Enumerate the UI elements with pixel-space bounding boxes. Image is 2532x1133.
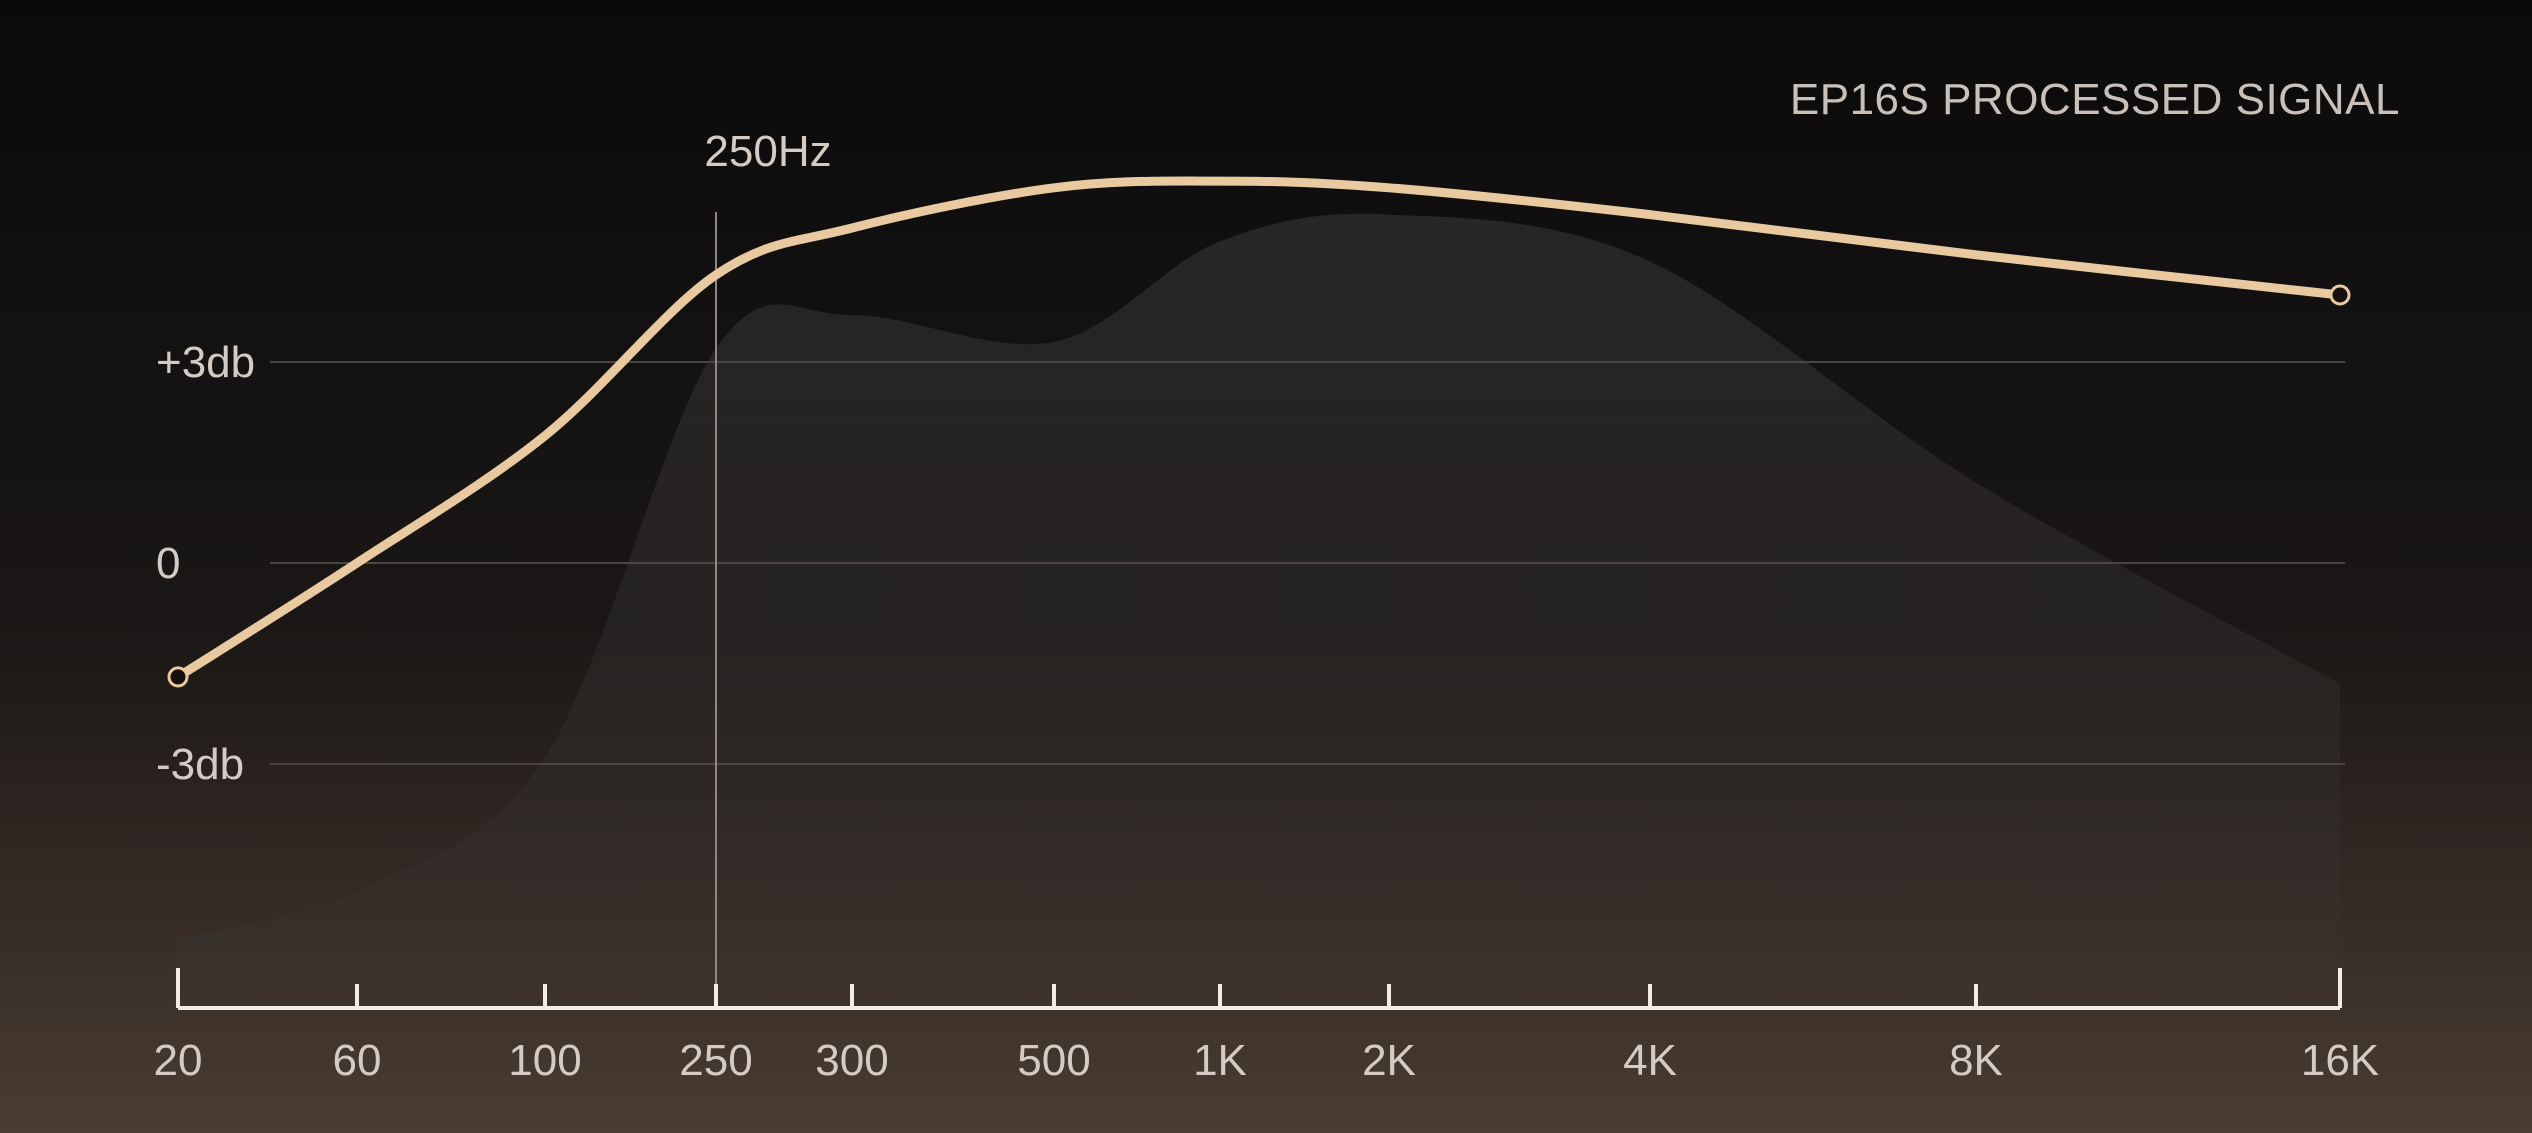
x-tick-label: 250 [679, 1036, 752, 1085]
x-tick-label: 2K [1362, 1036, 1416, 1085]
x-tick-label: 16K [2301, 1036, 2379, 1085]
x-tick-label: 500 [1017, 1036, 1090, 1085]
x-axis [176, 968, 2342, 1010]
x-tick-label: 20 [154, 1036, 203, 1085]
y-tick-label: -3db [156, 740, 244, 789]
x-tick-label: 100 [508, 1036, 581, 1085]
y-axis-labels: +3db 0 -3db [156, 338, 255, 789]
spectrum-background-shape [168, 213, 2340, 1005]
x-tick-label: 4K [1623, 1036, 1677, 1085]
x-tick-label: 8K [1949, 1036, 2003, 1085]
y-tick-label: +3db [156, 338, 255, 387]
chart-title: EP16S PROCESSED SIGNAL [1790, 75, 2400, 124]
horizontal-grid [270, 361, 2345, 765]
x-axis-labels: 20 60 100 250 300 500 1K 2K 4K 8K 16K [154, 1036, 2380, 1085]
x-tick-label: 1K [1193, 1036, 1247, 1085]
curve-end-point [2329, 284, 2351, 306]
curve-start-point [167, 666, 189, 688]
x-tick-label: 60 [333, 1036, 382, 1085]
response-curve [173, 176, 2345, 682]
y-tick-label: 0 [156, 539, 180, 588]
x-tick-label: 300 [815, 1036, 888, 1085]
annotation-marker-label: 250Hz [704, 127, 831, 176]
